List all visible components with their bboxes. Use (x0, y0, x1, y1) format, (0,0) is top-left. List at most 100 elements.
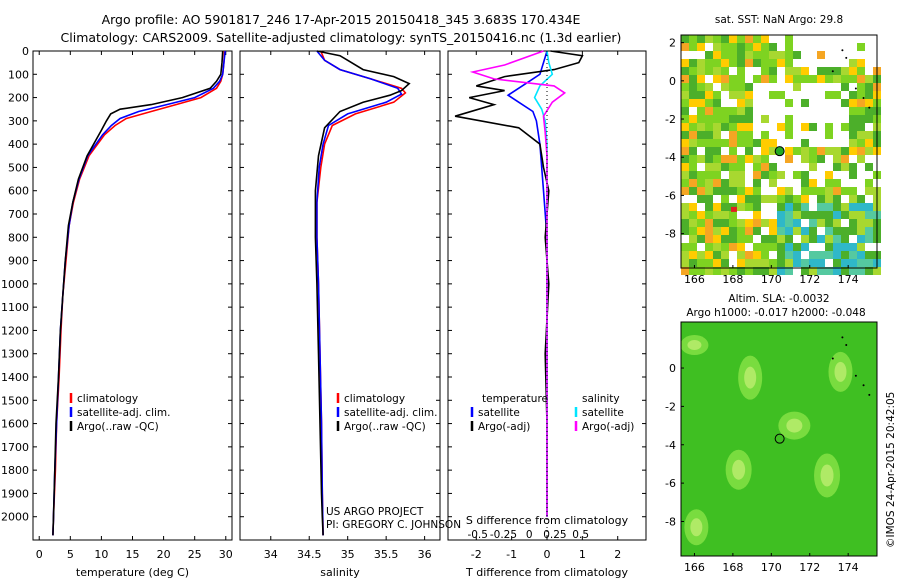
sst-cell (849, 147, 857, 155)
sst-cell (785, 227, 793, 235)
sst-cell (865, 107, 873, 115)
sst-cell (697, 187, 705, 195)
sst-cell (753, 267, 761, 275)
sst-cell (745, 187, 753, 195)
sst-cell (713, 179, 721, 187)
sst-cell (681, 67, 689, 75)
top-x-tick-label: 0.25 (543, 529, 566, 541)
sst-cell (689, 147, 697, 155)
sst-cell (689, 251, 697, 259)
sst-cell (737, 83, 745, 91)
sst-cell (865, 219, 873, 227)
x-tick-label: 166 (684, 561, 705, 574)
sst-cell (865, 267, 873, 275)
sst-cell (833, 251, 841, 259)
legend-label: climatology (77, 393, 138, 405)
sst-cell (793, 67, 801, 75)
sst-cell (833, 227, 841, 235)
sst-cell (737, 259, 745, 267)
sst-cell (729, 51, 737, 59)
sst-cell (857, 243, 865, 251)
x-tick-label: 168 (722, 273, 743, 286)
sst-cell (721, 187, 729, 195)
figure-title-line1: Argo profile: AO 5901817_246 17-Apr-2015… (102, 12, 581, 27)
sst-cell (721, 211, 729, 219)
sst-cell (833, 219, 841, 227)
sst-cell (737, 115, 745, 123)
sst-cell (681, 139, 689, 147)
sst-cell (753, 51, 761, 59)
map-subtitle: Argo h1000: -0.017 h2000: -0.048 (686, 307, 865, 319)
legend-title: salinity (582, 393, 620, 405)
y-tick-label: 2000 (1, 511, 29, 524)
sst-cell (729, 107, 737, 115)
sst-cell (785, 187, 793, 195)
x-tick-label: 174 (838, 561, 859, 574)
sst-cell (737, 203, 745, 211)
sst-cell (761, 171, 769, 179)
sst-cell (809, 163, 817, 171)
y-tick-label: 1900 (1, 487, 29, 500)
sst-cell (769, 267, 777, 275)
sst-cell (817, 51, 825, 59)
difference-panel: -2 -1 0 1 2 T difference from climatology -0.5… (447, 50, 647, 579)
sst-cell (737, 35, 745, 43)
sst-cell (705, 115, 713, 123)
sst-cell (689, 99, 697, 107)
sst-cell (697, 171, 705, 179)
sst-cell (785, 123, 793, 131)
sst-cell (705, 235, 713, 243)
sst-cell (697, 59, 705, 67)
sst-cell (705, 195, 713, 203)
y-tick-label: -8 (665, 228, 676, 241)
sst-cell (777, 251, 785, 259)
sst-cell (713, 235, 721, 243)
sst-cell (841, 211, 849, 219)
sst-cell (721, 219, 729, 227)
sst-cell (793, 171, 801, 179)
sst-cell (833, 163, 841, 171)
sst-cell (849, 195, 857, 203)
x-tick-label: 0 (36, 548, 43, 561)
island-dot (862, 97, 865, 100)
sst-cell (697, 99, 705, 107)
sst-cell (737, 179, 745, 187)
sst-cell (817, 187, 825, 195)
sla-anomaly (690, 518, 703, 537)
sst-cell (769, 227, 777, 235)
sst-cell (753, 259, 761, 267)
sst-cell (785, 243, 793, 251)
legend-title: temperature (482, 393, 548, 405)
y-tick-label: -4 (665, 151, 676, 164)
sst-cell (825, 235, 833, 243)
sst-cell (697, 35, 705, 43)
sst-cell (681, 75, 689, 83)
sla-anomaly (786, 418, 803, 433)
sst-cell (705, 171, 713, 179)
sst-cell (705, 203, 713, 211)
sst-cell (705, 147, 713, 155)
sst-cell (697, 75, 705, 83)
sst-cell (745, 203, 753, 211)
sst-cell (849, 267, 857, 275)
sst-cell (857, 227, 865, 235)
sst-cell (769, 59, 777, 67)
sst-cell (745, 107, 753, 115)
sst-cell (745, 195, 753, 203)
sst-cell (785, 67, 793, 75)
sst-cell (801, 155, 809, 163)
sst-cell (793, 51, 801, 59)
map-title: sat. SST: NaN Argo: 29.8 (715, 14, 843, 26)
sst-cell (745, 91, 753, 99)
island-dot (862, 384, 865, 387)
sst-cell (745, 131, 753, 139)
sst-cell (777, 187, 785, 195)
sst-cell (785, 147, 793, 155)
sst-cell (713, 35, 721, 43)
sst-cell (785, 211, 793, 219)
sst-cell (785, 35, 793, 43)
sst-cell (681, 267, 689, 275)
sst-cell (857, 43, 865, 51)
sst-cell (745, 83, 753, 91)
x-tick-label: 35 (341, 548, 355, 561)
